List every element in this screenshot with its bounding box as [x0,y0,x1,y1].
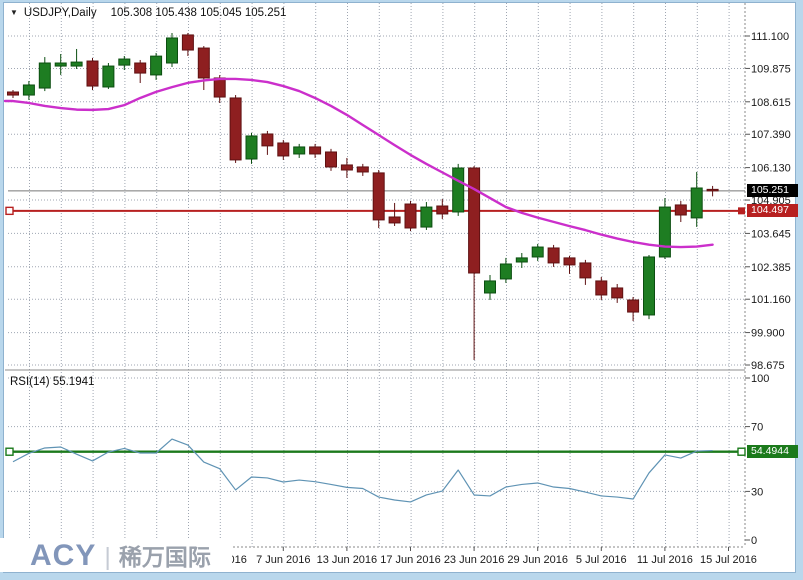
candle [181,32,194,56]
candle [690,171,703,227]
chart-background [3,2,796,573]
candle [261,130,274,155]
candle [134,59,147,84]
hline-price-tag[interactable]: 104.497 [747,204,798,217]
candle [420,202,433,230]
rsi-line [12,438,713,503]
svg-text:99.900: 99.900 [751,328,785,340]
indicator-label: RSI(14) 55.1941 [10,376,95,388]
candle [229,95,242,163]
svg-text:17 Jun 2016: 17 Jun 2016 [380,554,441,566]
candle [309,143,322,158]
candle [245,132,258,164]
candle [150,52,163,80]
candle [595,276,608,301]
symbol-dropdown-icon[interactable]: ▼ [10,8,18,17]
logo-cjk-text: 稀万国际 [118,544,211,570]
current-price-tag: 105.251 [747,184,798,197]
rsi-signal-line[interactable] [5,447,746,456]
candlestick-series [7,32,719,360]
candle [531,244,544,261]
moving-average-line [3,77,714,249]
candle [340,157,353,178]
candle [499,257,512,283]
svg-text:5 Jul 2016: 5 Jul 2016 [576,554,627,566]
svg-text:11 Jul 2016: 11 Jul 2016 [637,554,693,566]
broker-logo: ACY | 稀万国际 [0,538,232,572]
svg-text:30: 30 [751,486,763,498]
candle [388,202,401,226]
svg-text:111.100: 111.100 [751,31,789,43]
candle [515,253,528,268]
candle [197,46,210,91]
svg-text:107.390: 107.390 [751,129,791,141]
svg-text:13 Jun 2016: 13 Jun 2016 [317,554,378,566]
logo-brand-text: ACY [30,539,97,572]
svg-text:29 Jun 2016: 29 Jun 2016 [507,554,568,566]
candle [38,57,51,92]
candle [547,244,560,267]
svg-text:70: 70 [751,422,763,434]
candle [70,48,83,69]
candle [54,54,67,75]
candle [7,90,19,98]
svg-text:106.130: 106.130 [751,163,791,175]
logo-separator: | [104,543,111,571]
candle [102,63,115,89]
svg-text:102.385: 102.385 [751,262,791,274]
svg-text:109.875: 109.875 [751,63,791,75]
svg-text:100: 100 [751,373,769,385]
svg-text:15 Jul 2016: 15 Jul 2016 [700,554,757,566]
candle [468,166,481,360]
candle [277,139,290,160]
svg-text:101.160: 101.160 [751,294,791,306]
rsi-signal-tag[interactable]: 54.4944 [747,445,798,458]
price-axis-labels: 111.100109.875108.615107.390106.130104.9… [745,31,791,372]
candle [166,32,178,67]
candle [484,274,496,301]
candle [293,143,306,158]
rsi-axis-labels: 100 70 30 0 [745,373,769,547]
candle [436,198,449,219]
svg-text:23 Jun 2016: 23 Jun 2016 [444,554,505,566]
svg-text:108.615: 108.615 [751,97,791,109]
candle [325,148,337,171]
candle [118,55,131,71]
candle [563,255,576,274]
svg-text:7 Jun 2016: 7 Jun 2016 [256,554,310,566]
chart-title: ▼ USDJPY,Daily 105.308 105.438 105.045 105… [10,7,286,19]
vertical-gridlines [29,3,730,547]
svg-text:103.645: 103.645 [751,228,791,240]
candle [22,81,35,100]
ohlc-readout: 105.308 105.438 105.045 105.251 [110,7,287,19]
svg-text:98.675: 98.675 [751,360,785,372]
candle [452,163,465,216]
candle [706,185,719,197]
candle [404,200,417,232]
candle [611,283,624,303]
candle [356,163,369,176]
svg-text:0: 0 [751,535,757,547]
candle [643,254,655,320]
rsi-gridlines [8,377,745,492]
symbol-period-label: USDJPY,Daily [23,7,97,19]
candle [658,198,671,259]
candle [674,200,687,223]
candle [579,259,592,285]
candle [86,57,99,91]
candle [372,169,385,228]
candle [627,296,640,322]
